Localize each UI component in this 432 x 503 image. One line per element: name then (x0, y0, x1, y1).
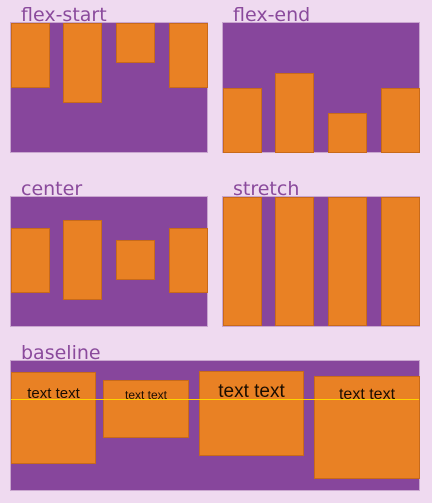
flex-end-label: flex-end (233, 4, 311, 26)
baseline-label: baseline (21, 342, 101, 364)
flex-end-item-4 (381, 88, 420, 153)
flex-start-item-4 (169, 23, 208, 88)
baseline-item-4: text text (314, 376, 420, 479)
center-item-3 (116, 240, 155, 280)
baseline-item-2: text text (103, 380, 189, 438)
baseline-container: text text text text text text text text (10, 360, 420, 491)
stretch-item-1 (223, 197, 262, 326)
center-item-2 (63, 220, 102, 300)
flex-end-item-2 (275, 73, 314, 153)
baseline-item-3: text text (199, 371, 304, 456)
flex-end-item-1 (223, 88, 262, 153)
baseline-guide-line (11, 399, 419, 400)
flex-end-container (222, 22, 420, 153)
baseline-item-2-text: text text (124, 388, 168, 402)
stretch-item-2 (275, 197, 314, 326)
baseline-item-3-text: text text (218, 381, 285, 402)
stretch-item-3 (328, 197, 367, 326)
flex-start-item-1 (11, 23, 50, 88)
flex-start-label: flex-start (21, 4, 107, 26)
center-item-4 (169, 228, 208, 293)
stretch-label: stretch (233, 178, 300, 200)
baseline-item-1: text text (11, 372, 96, 464)
center-label: center (21, 178, 83, 200)
baseline-item-4-text: text text (338, 386, 396, 403)
center-item-1 (11, 228, 50, 293)
stretch-container (222, 196, 420, 327)
baseline-item-1-text: text text (27, 385, 80, 402)
center-container (10, 196, 208, 327)
flex-start-item-3 (116, 23, 155, 63)
stretch-item-4 (381, 197, 420, 326)
flex-end-item-3 (328, 113, 367, 153)
flex-start-item-2 (63, 23, 102, 103)
flex-start-container (10, 22, 208, 153)
